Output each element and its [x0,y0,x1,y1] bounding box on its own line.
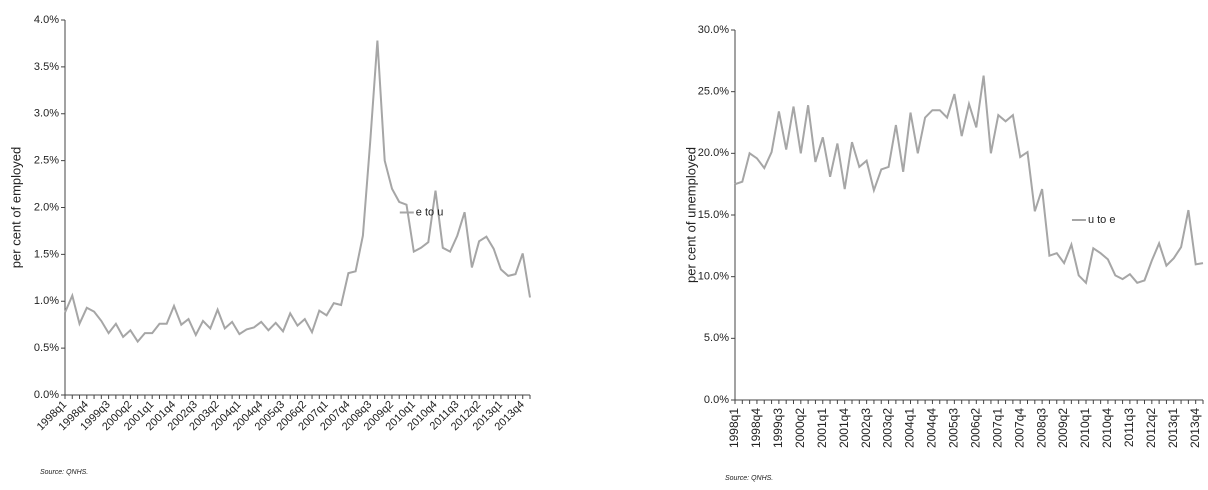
x-tick-label: 2013q4 [1188,408,1202,448]
line-series [64,40,531,344]
y-tick-label: 3.0% [34,108,59,120]
x-tick-label: 2010q4 [1100,408,1114,448]
y-tick-label: 4.0% [34,14,59,26]
y-tick-label: 5.0% [704,332,729,344]
legend-label: e to u [416,206,444,218]
y-tick-label: 0.5% [34,342,59,354]
line-series [734,75,1204,285]
y-tick-label: 30.0% [698,24,729,36]
y-tick-label: 25.0% [698,86,729,98]
x-tick-label: 2001q1 [815,408,829,448]
x-tick-label: 2006q2 [968,408,982,448]
x-tick-label: 1998q1 [727,408,741,448]
x-tick-label: 1998q4 [749,408,763,448]
y-tick-label: 0.0% [704,394,729,406]
y-tick-label: 1.5% [34,248,59,260]
x-tick-label: 2002q3 [859,408,873,448]
y-tick-label: 15.0% [698,209,729,221]
x-tick-label: 2004q1 [903,408,917,448]
y-axis-label: per cent of employed [8,147,23,268]
x-tick-label: 2012q2 [1144,408,1158,448]
x-tick-label: 2008q3 [1034,408,1048,448]
x-tick-label: 1999q3 [771,408,785,448]
legend-label: u to e [1088,214,1116,226]
y-axis-label: per cent of unemployed [683,147,698,283]
x-tick-label: 2007q1 [990,408,1004,448]
x-tick-label: 2011q3 [1122,408,1136,447]
source-note: Source: QNHS. [40,469,88,476]
source-note: Source: QNHS. [725,475,773,482]
y-tick-label: 3.5% [34,61,59,73]
y-tick-label: 0.0% [34,389,59,401]
x-tick-label: 2000q2 [793,408,807,448]
x-tick-label: 2003q2 [881,408,895,448]
x-tick-label: 2004q4 [925,408,939,448]
x-tick-label: 2009q2 [1056,408,1070,448]
y-tick-label: 1.0% [34,295,59,307]
y-tick-label: 2.5% [34,155,59,167]
y-tick-label: 20.0% [698,147,729,159]
x-tick-label: 2013q1 [1166,408,1180,448]
x-tick-label: 2010q1 [1078,408,1092,448]
x-tick-label: 2001q4 [837,408,851,448]
x-tick-label: 2005q3 [947,408,961,448]
y-tick-label: 10.0% [698,271,729,283]
x-tick-label: 2007q4 [1012,408,1026,448]
y-tick-label: 2.0% [34,201,59,213]
